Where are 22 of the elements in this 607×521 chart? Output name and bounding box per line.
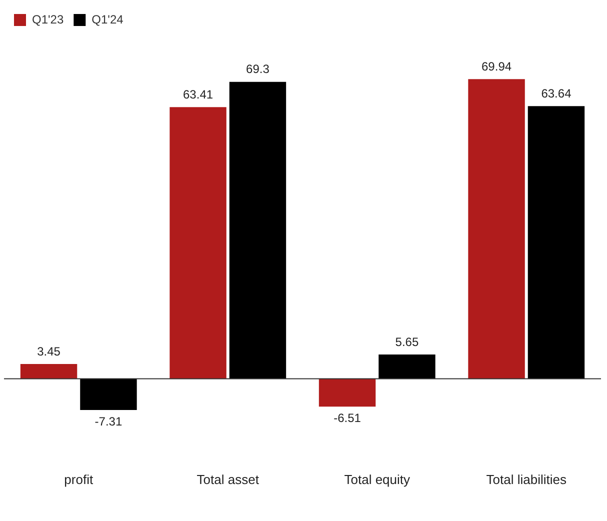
bar [170,107,226,379]
data-label: 69.94 [482,59,512,74]
data-label: 3.45 [37,344,61,358]
bar [229,82,286,379]
bar [80,378,137,410]
data-label: 63.64 [541,86,572,100]
legend-label: Q1'23 [32,12,64,26]
x-tick-label: Total asset [196,472,260,487]
data-label: 5.65 [395,334,419,349]
bar [528,106,585,379]
data-label: -7.31 [94,414,122,428]
x-tick-label: Total equity [344,472,411,487]
bar [468,79,525,379]
data-label: 63.41 [183,87,214,102]
x-tick-label: Total liabilities [486,472,567,487]
data-label: -6.51 [334,410,362,425]
data-label: 69.3 [246,62,270,76]
bar [20,364,78,379]
bar [318,378,376,407]
x-tick-label: profit [64,472,94,487]
bar [378,354,436,379]
legend-label: Q1'24 [92,12,124,26]
